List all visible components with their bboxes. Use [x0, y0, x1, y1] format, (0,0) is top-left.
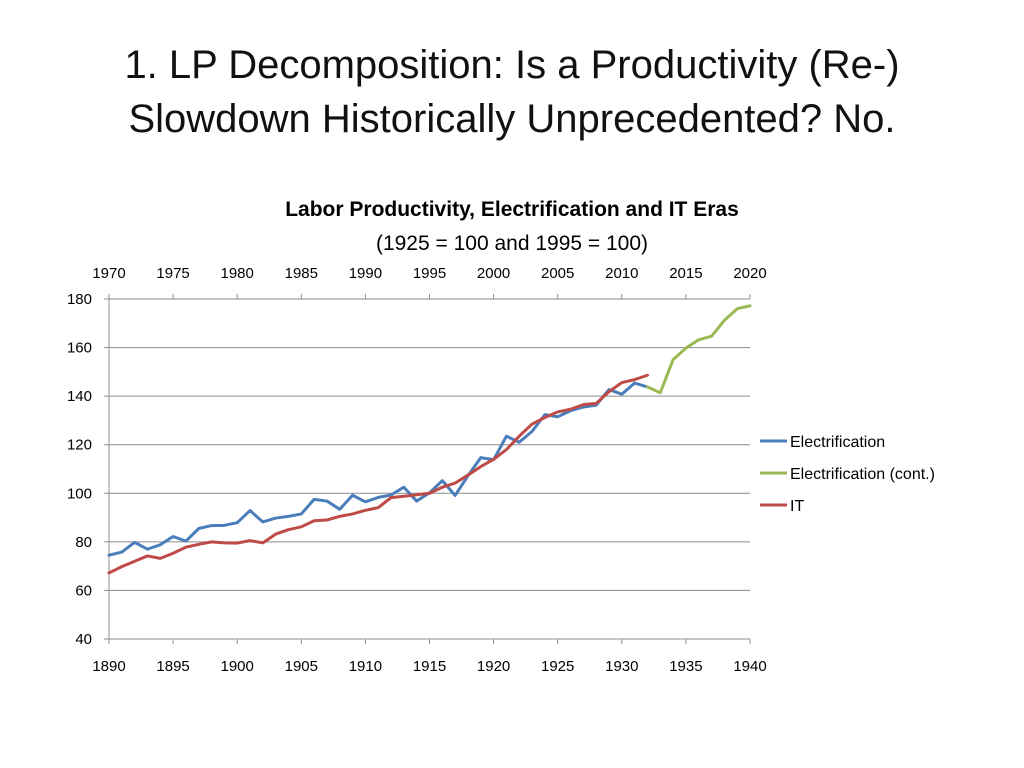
x-bottom-tick-label-1905: 1905 — [285, 658, 318, 675]
x-bottom-tick-label-1890: 1890 — [92, 658, 125, 675]
legend-label-electrification: Electrification — [790, 434, 885, 451]
x-top-tick-label-2005: 2005 — [541, 265, 574, 282]
x-bottom-tick-label-1915: 1915 — [413, 658, 446, 675]
y-tick-label-120: 120 — [67, 437, 92, 454]
legend-label-it: IT — [790, 498, 804, 515]
series-line-electrification-cont — [645, 304, 752, 395]
series-line-electrification — [107, 381, 649, 557]
x-top-tick-label-2020: 2020 — [733, 265, 766, 282]
x-bottom-tick-label-1900: 1900 — [221, 658, 254, 675]
x-bottom-tick-label-1895: 1895 — [156, 658, 189, 675]
grid-lines — [109, 298, 750, 640]
y-tick-label-160: 160 — [67, 340, 92, 357]
x-top-tick-label-1970: 1970 — [92, 265, 125, 282]
y-tick-label-100: 100 — [67, 485, 92, 502]
x-top-tick-label-1975: 1975 — [156, 265, 189, 282]
series-line-it — [107, 373, 649, 575]
x-bottom-tick-label-1935: 1935 — [669, 658, 702, 675]
slide-title-line-1: 1. LP Decomposition: Is a Productivity (… — [124, 43, 900, 87]
x-top-tick-label-2010: 2010 — [605, 265, 638, 282]
x-bottom-tick-label-1925: 1925 — [541, 658, 574, 675]
x-top-tick-label-1995: 1995 — [413, 265, 446, 282]
axes: 40 60 80 100 120 140 160 180 1890 1895 1900 1905 191… — [67, 265, 767, 675]
chart-subtitle: (1925 = 100 and 1995 = 100) — [376, 232, 648, 255]
y-tick-label-60: 60 — [75, 582, 92, 599]
x-bottom-tick-label-1920: 1920 — [477, 658, 510, 675]
slide-title-line-2: Slowdown Historically Unprecedented? No. — [128, 97, 896, 141]
slide-title: 1. LP Decomposition: Is a Productivity (… — [0, 38, 1024, 146]
x-bottom-tick-label-1940: 1940 — [733, 658, 766, 675]
x-top-tick-label-2000: 2000 — [477, 265, 510, 282]
y-tick-label-80: 80 — [75, 534, 92, 551]
legend: Electrification Electrification (cont.) IT — [760, 434, 935, 515]
x-bottom-tick-label-1930: 1930 — [605, 658, 638, 675]
legend-label-electrification-cont: Electrification (cont.) — [790, 466, 935, 483]
y-tick-label-140: 140 — [67, 388, 92, 405]
x-top-tick-label-1980: 1980 — [221, 265, 254, 282]
y-tick-label-180: 180 — [67, 291, 92, 308]
x-top-tick-label-2015: 2015 — [669, 265, 702, 282]
x-top-tick-label-1990: 1990 — [349, 265, 382, 282]
chart-title: Labor Productivity, Electrification and … — [285, 198, 739, 221]
series-lines — [107, 304, 752, 575]
x-bottom-tick-label-1910: 1910 — [349, 658, 382, 675]
x-top-tick-label-1985: 1985 — [285, 265, 318, 282]
y-tick-label-40: 40 — [75, 631, 92, 648]
